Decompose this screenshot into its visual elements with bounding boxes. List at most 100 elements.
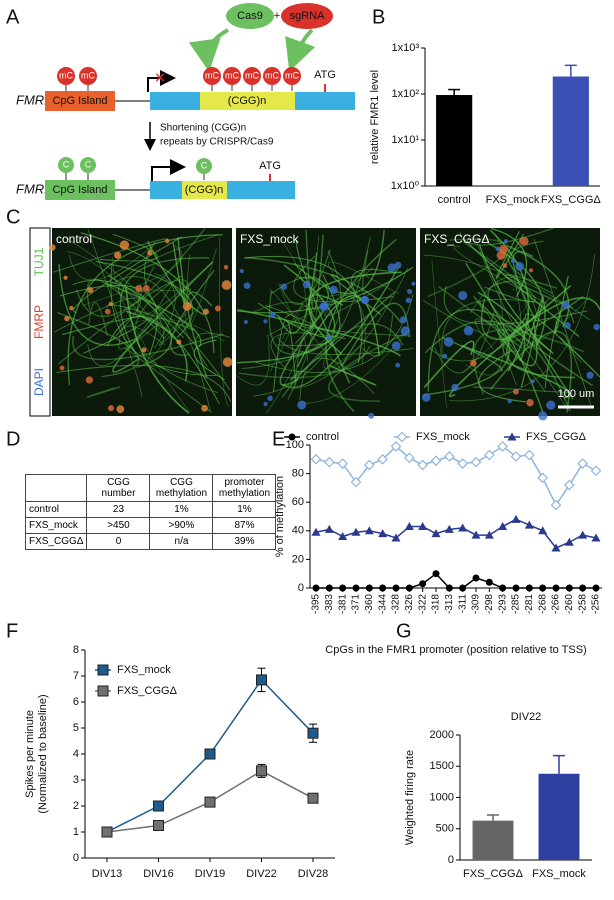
legend-marker bbox=[288, 433, 296, 441]
micrograph bbox=[52, 228, 232, 416]
neurite bbox=[525, 313, 601, 400]
neurite bbox=[325, 238, 397, 413]
marker bbox=[339, 584, 347, 592]
column-header: CGG methylation bbox=[149, 474, 214, 502]
neurite bbox=[124, 347, 212, 413]
cell-body bbox=[141, 347, 147, 353]
marker bbox=[405, 584, 413, 592]
neurite bbox=[66, 251, 162, 332]
marker bbox=[443, 451, 455, 462]
neurite bbox=[57, 312, 140, 378]
neurite bbox=[269, 303, 304, 372]
y-tick-label: 500 bbox=[436, 823, 454, 835]
x-tick-label: FXS_mock bbox=[532, 868, 586, 880]
marker bbox=[485, 578, 493, 586]
neurite bbox=[295, 239, 351, 384]
island-label: CpG Island bbox=[52, 184, 107, 196]
stain-label: TUJ1 bbox=[32, 247, 46, 276]
marker bbox=[312, 584, 320, 592]
bar bbox=[436, 95, 473, 186]
cell-body bbox=[267, 395, 273, 401]
neurite bbox=[134, 275, 218, 394]
y-tick-label: 1 bbox=[73, 826, 79, 838]
x-tick-label: FXS_CGGΔ bbox=[541, 194, 602, 206]
neurite bbox=[520, 296, 544, 388]
marker bbox=[390, 441, 402, 452]
cell-body bbox=[221, 280, 232, 290]
marker bbox=[307, 727, 319, 739]
neurite bbox=[72, 333, 224, 361]
marker bbox=[377, 453, 389, 465]
marker bbox=[432, 570, 440, 578]
cell-body bbox=[108, 301, 113, 307]
neurite bbox=[122, 318, 225, 342]
neurite bbox=[67, 234, 223, 385]
methyl-mark bbox=[283, 67, 301, 85]
marker bbox=[350, 476, 362, 488]
cell-body bbox=[243, 319, 248, 324]
methyl-label: mC bbox=[265, 70, 279, 80]
neurite bbox=[328, 332, 408, 402]
marker bbox=[470, 456, 482, 468]
cell-body bbox=[104, 308, 111, 315]
marker bbox=[418, 522, 428, 531]
legend-marker bbox=[396, 431, 408, 443]
cell-body bbox=[280, 283, 288, 290]
marker bbox=[497, 441, 509, 452]
marker bbox=[363, 459, 375, 471]
cpg-island bbox=[45, 91, 115, 111]
marker bbox=[539, 584, 547, 592]
neurite bbox=[58, 263, 137, 346]
methyl-label: C bbox=[63, 159, 70, 169]
neurite bbox=[465, 277, 505, 376]
neurite bbox=[58, 279, 189, 365]
neurite bbox=[270, 332, 346, 370]
x-tick-label: -266 bbox=[551, 594, 562, 614]
neurite bbox=[474, 318, 532, 350]
methyl-label: C bbox=[85, 159, 92, 169]
marker bbox=[325, 584, 333, 592]
x-tick-label: -381 bbox=[337, 594, 348, 614]
neurite bbox=[324, 267, 411, 317]
methyl-mark bbox=[263, 67, 281, 85]
scale-bar-label: 100 um bbox=[558, 388, 595, 400]
neurite bbox=[269, 288, 346, 374]
y-tick-label: 80 bbox=[292, 468, 304, 480]
marker bbox=[338, 532, 348, 541]
marker bbox=[403, 452, 415, 464]
cell-body bbox=[319, 302, 328, 311]
neurite bbox=[63, 236, 165, 360]
marker bbox=[525, 584, 533, 592]
marker bbox=[577, 458, 589, 469]
marker bbox=[153, 800, 164, 812]
marker bbox=[430, 455, 442, 467]
x-tick-label: -309 bbox=[471, 594, 482, 614]
cell-body bbox=[451, 383, 459, 392]
cpg-island bbox=[45, 180, 115, 200]
legend-label: FXS_CGGΔ bbox=[117, 685, 178, 697]
table-row: control 23 1% 1% bbox=[24, 501, 277, 518]
neurite bbox=[480, 295, 584, 341]
cell-body bbox=[512, 388, 519, 395]
cell-body bbox=[530, 379, 535, 384]
marker bbox=[499, 584, 507, 592]
legend-marker bbox=[97, 664, 109, 676]
process-text: repeats by CRISPR/Cas9 bbox=[160, 137, 274, 148]
neurite bbox=[258, 274, 341, 338]
neurite bbox=[241, 250, 342, 370]
table-cell: FXS_mock bbox=[24, 517, 88, 534]
condition-label: FXS_mock bbox=[240, 232, 300, 246]
neurite bbox=[427, 308, 552, 392]
sgrna-label: sgRNA bbox=[290, 10, 326, 22]
neurite bbox=[59, 284, 158, 357]
neurite bbox=[119, 326, 166, 346]
marker bbox=[364, 526, 374, 535]
cell-body bbox=[223, 265, 229, 270]
neurite bbox=[106, 282, 202, 348]
neurite bbox=[118, 234, 219, 300]
cell-body bbox=[502, 263, 508, 268]
neurite bbox=[119, 257, 210, 355]
stain-label: DAPI bbox=[32, 368, 46, 396]
methyl-mark bbox=[196, 158, 212, 174]
neurite bbox=[470, 277, 541, 326]
